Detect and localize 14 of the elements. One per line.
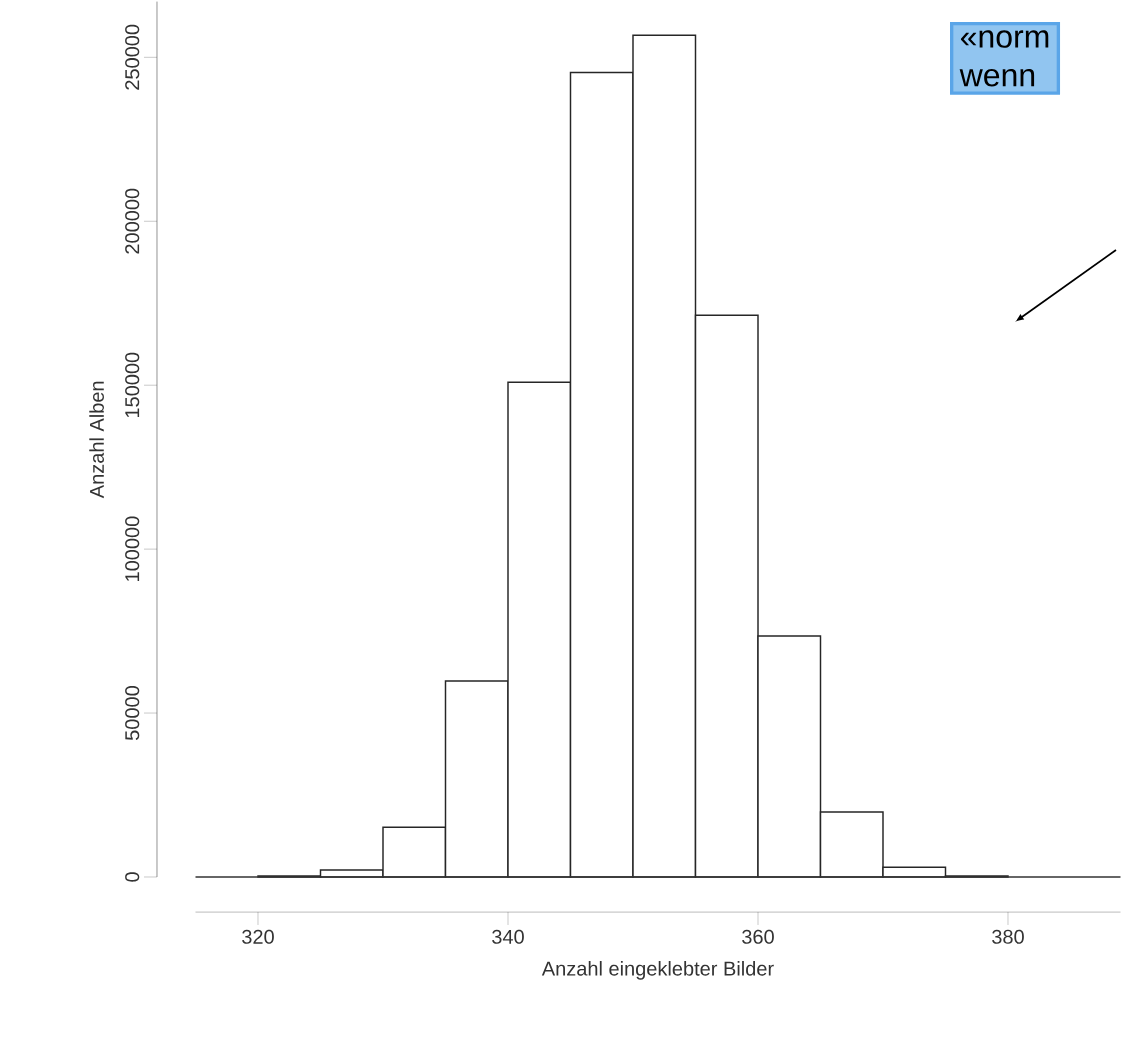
x-tick-label: 340 [492,929,524,944]
y-tick-label: 250000 [125,24,140,90]
x-tick-label: 380 [992,929,1024,944]
y-tick-label: 150000 [125,352,140,418]
annotation: wenn [959,68,1035,87]
x-tick-label: 320 [242,929,274,944]
x-axis-title: Anzahl eingeklebter Bilder [541,961,774,980]
y-tick-label: 200000 [125,188,140,254]
y-tick-label: 50000 [125,686,140,741]
y-axis-title: Anzahl Alben [89,381,104,499]
y-tick-label: 0 [125,872,140,882]
annotation: «norm [960,30,1049,48]
x-tick-label: 360 [742,929,774,944]
y-tick-label: 100000 [125,516,140,581]
